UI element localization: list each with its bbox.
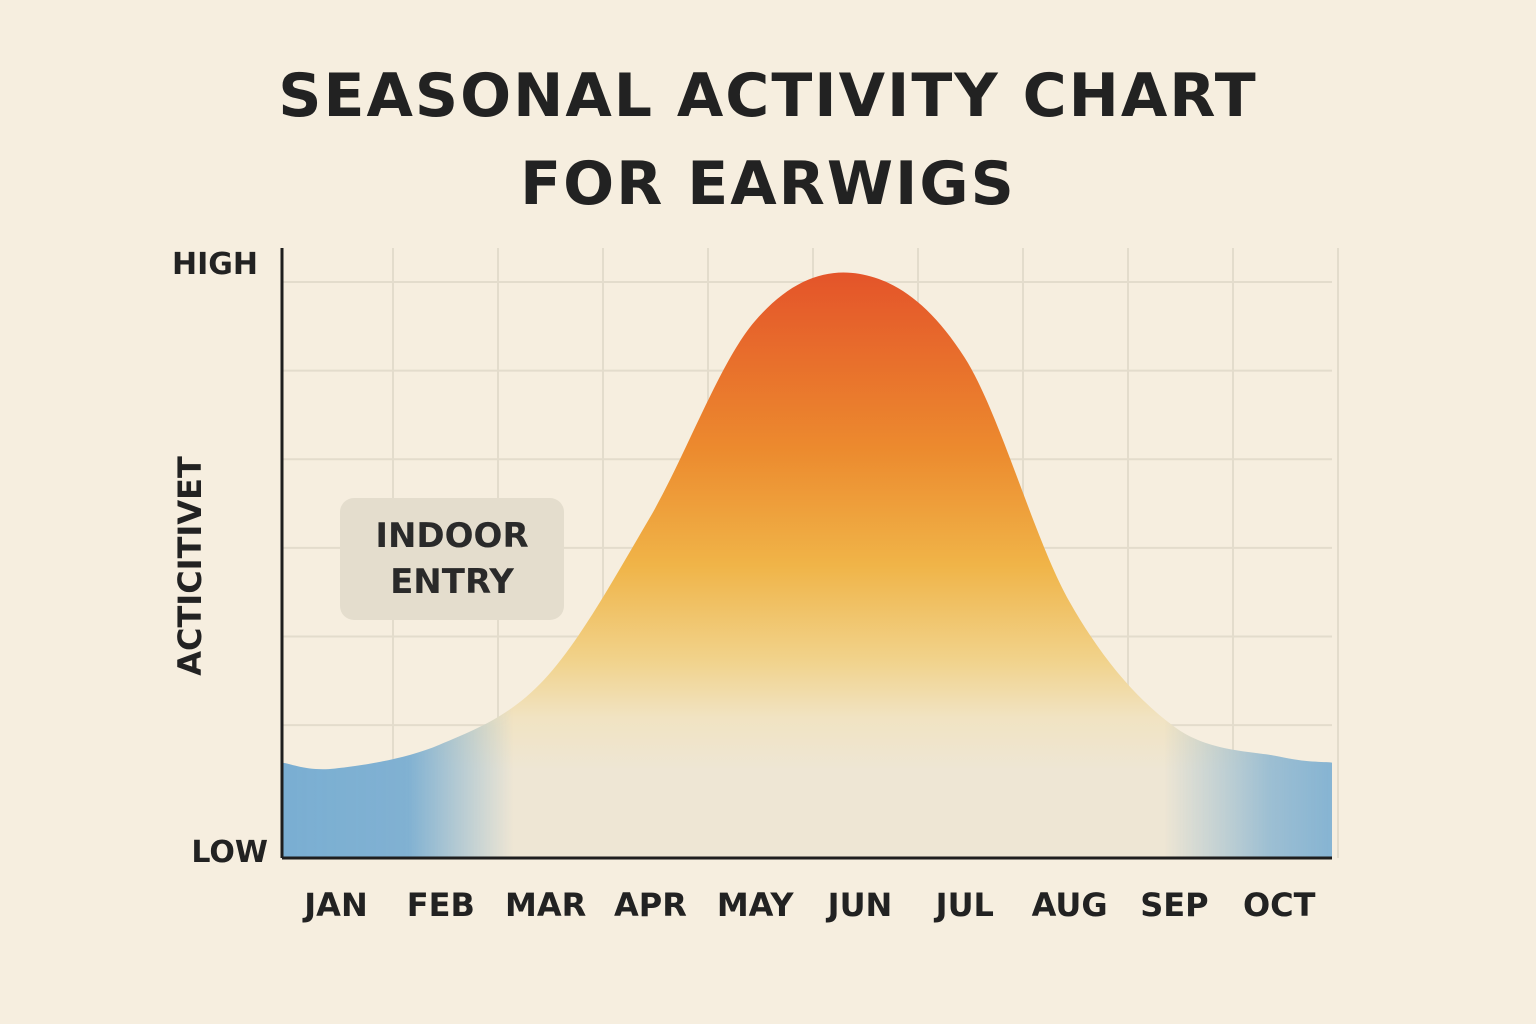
x-tick-label: JAN	[302, 886, 367, 924]
x-tick-label: OCT	[1243, 886, 1316, 924]
x-tick-label: MAY	[717, 886, 795, 924]
y-tick-high: HIGH	[172, 247, 258, 282]
indoor-entry-annotation: INDOOR ENTRY	[340, 498, 564, 620]
chart-title-line-2: FOR EARWIGS	[520, 149, 1016, 219]
y-axis-label: ACTICITIVET	[171, 456, 209, 676]
x-tick-label: FEB	[407, 886, 475, 924]
x-tick-label: AUG	[1032, 886, 1108, 924]
axes	[280, 248, 1332, 860]
chart-title-line-1: SEASONAL ACTIVITY CHART	[278, 61, 1258, 131]
area-layer	[282, 272, 1332, 859]
y-tick-low: LOW	[191, 835, 268, 870]
chart-title: SEASONAL ACTIVITY CHART FOR EARWIGS	[0, 52, 1536, 228]
x-tick-label: MAR	[505, 886, 586, 924]
x-tick-label: SEP	[1140, 886, 1208, 924]
x-tick-label: JUN	[826, 886, 893, 924]
annotation-line-2: ENTRY	[390, 562, 514, 602]
activity-area-cool-tint	[282, 272, 1332, 859]
x-tick-labels: JAN FEB MAR APR MAY JUN JUL AUG SEP OCT	[302, 886, 1315, 924]
x-tick-label: JUL	[934, 886, 994, 924]
x-tick-label: APR	[614, 886, 687, 924]
annotation-line-1: INDOOR	[375, 516, 529, 556]
